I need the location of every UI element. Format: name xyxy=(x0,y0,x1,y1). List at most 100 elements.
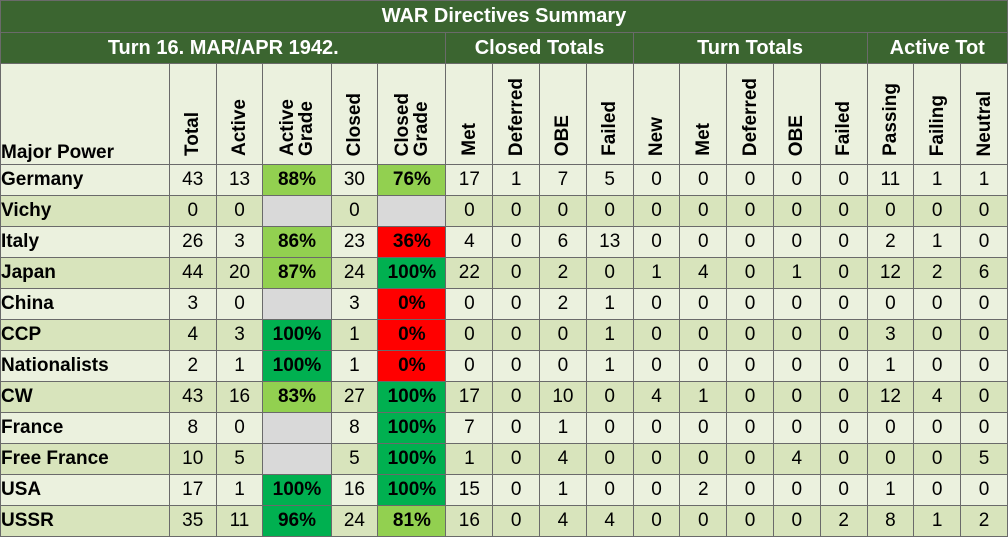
ct-met-cell: 22 xyxy=(445,257,494,289)
column-header-active-failing: Failing xyxy=(913,63,962,165)
table-row: CCP 4 3 100% 1 0% 0 0 0 1 0 0 0 0 0 3 0 0 xyxy=(0,319,1008,351)
tt-deferred-cell: 0 xyxy=(726,412,774,444)
closed-grade-cell: 0% xyxy=(377,350,447,382)
major-power-cell: China xyxy=(0,288,170,320)
tt-new-cell: 0 xyxy=(632,350,681,382)
ct-deferred-cell: 1 xyxy=(492,164,541,196)
ct-deferred-cell: 0 xyxy=(492,319,541,351)
closed-grade-cell: 100% xyxy=(377,381,447,413)
ct-deferred-cell: 0 xyxy=(492,226,541,258)
table-row: Free France 10 5 5 100% 1 0 4 0 0 0 0 4 0 0 0 5 xyxy=(0,443,1008,475)
tt-met-cell: 0 xyxy=(679,505,728,537)
total-cell: 43 xyxy=(168,381,217,413)
column-header-active-failing-label: Failing xyxy=(926,94,948,156)
closed-cell: 8 xyxy=(330,412,379,444)
table-row: Vichy 0 0 0 0 0 0 0 0 0 0 0 0 0 0 0 xyxy=(0,195,1008,227)
total-cell: 26 xyxy=(168,226,217,258)
at-failing-cell: 2 xyxy=(913,257,962,289)
tt-obe-cell: 0 xyxy=(772,288,821,320)
column-header-closed: Closed xyxy=(330,63,379,165)
tt-deferred-cell: 0 xyxy=(726,350,774,382)
column-header-turn-deferred-label: Deferred xyxy=(739,77,761,156)
tt-obe-cell: 0 xyxy=(772,381,821,413)
tt-new-cell: 0 xyxy=(632,319,681,351)
at-passing-cell: 1 xyxy=(866,474,915,506)
closed-cell: 23 xyxy=(330,226,379,258)
column-header-closed-failed: Failed xyxy=(585,63,634,165)
ct-met-cell: 4 xyxy=(445,226,494,258)
column-header-turn-met-label: Met xyxy=(692,123,714,156)
column-header-closed-met: Met xyxy=(445,63,494,165)
active-cell: 1 xyxy=(215,350,264,382)
at-neutral-cell: 6 xyxy=(960,257,1008,289)
at-neutral-cell: 0 xyxy=(960,412,1008,444)
tt-deferred-cell: 0 xyxy=(726,288,774,320)
column-header-active-grade-label: Active Grade xyxy=(276,98,317,156)
total-cell: 2 xyxy=(168,350,217,382)
tt-deferred-cell: 0 xyxy=(726,443,774,475)
total-cell: 17 xyxy=(168,474,217,506)
active-tot-header: Active Tot xyxy=(866,32,1008,64)
active-grade-cell: 100% xyxy=(262,319,332,351)
active-cell: 1 xyxy=(215,474,264,506)
ct-failed-cell: 4 xyxy=(585,505,634,537)
column-header-closed-grade: Closed Grade xyxy=(377,63,447,165)
at-failing-cell: 0 xyxy=(913,443,962,475)
column-header-active-neutral: Neutral xyxy=(960,63,1008,165)
ct-failed-cell: 13 xyxy=(585,226,634,258)
at-neutral-cell: 0 xyxy=(960,350,1008,382)
tt-new-cell: 0 xyxy=(632,412,681,444)
ct-obe-cell: 10 xyxy=(539,381,587,413)
active-grade-cell: 100% xyxy=(262,474,332,506)
tt-new-cell: 0 xyxy=(632,443,681,475)
ct-deferred-cell: 0 xyxy=(492,505,541,537)
column-header-closed-obe: OBE xyxy=(539,63,587,165)
at-failing-cell: 0 xyxy=(913,412,962,444)
active-grade-cell: 87% xyxy=(262,257,332,289)
column-header-turn-obe-label: OBE xyxy=(786,114,808,156)
table-row: CW 43 16 83% 27 100% 17 0 10 0 4 1 0 0 0 12 4 0 xyxy=(0,381,1008,413)
column-header-turn-failed: Failed xyxy=(819,63,868,165)
table-row: Italy 26 3 86% 23 36% 4 0 6 13 0 0 0 0 0 2 1 0 xyxy=(0,226,1008,258)
closed-cell: 24 xyxy=(330,257,379,289)
ct-obe-cell: 7 xyxy=(539,164,587,196)
ct-met-cell: 15 xyxy=(445,474,494,506)
at-passing-cell: 0 xyxy=(866,412,915,444)
table-row: Germany 43 13 88% 30 76% 17 1 7 5 0 0 0 0 0 11 1 1 xyxy=(0,164,1008,196)
table-row: France 8 0 8 100% 7 0 1 0 0 0 0 0 0 0 0 0 xyxy=(0,412,1008,444)
tt-met-cell: 0 xyxy=(679,412,728,444)
tt-new-cell: 4 xyxy=(632,381,681,413)
at-passing-cell: 0 xyxy=(866,195,915,227)
column-header-closed-label: Closed xyxy=(343,92,365,156)
column-header-turn-new-label: New xyxy=(645,116,667,156)
ct-deferred-cell: 0 xyxy=(492,257,541,289)
active-cell: 16 xyxy=(215,381,264,413)
total-cell: 8 xyxy=(168,412,217,444)
power-rows: Germany 43 13 88% 30 76% 17 1 7 5 0 0 0 0 0 11 1 1 Vichy 0 0… xyxy=(0,164,1008,537)
at-failing-cell: 1 xyxy=(913,505,962,537)
ct-obe-cell: 1 xyxy=(539,412,587,444)
column-header-active-label: Active xyxy=(229,98,251,156)
tt-new-cell: 0 xyxy=(632,195,681,227)
at-neutral-cell: 0 xyxy=(960,381,1008,413)
ct-deferred-cell: 0 xyxy=(492,288,541,320)
table-row: Nationalists 2 1 100% 1 0% 0 0 0 1 0 0 0 0 0 1 0 0 xyxy=(0,350,1008,382)
closed-grade-cell: 76% xyxy=(377,164,447,196)
active-grade-cell: 88% xyxy=(262,164,332,196)
tt-met-cell: 0 xyxy=(679,443,728,475)
column-header-turn-failed-label: Failed xyxy=(833,101,855,156)
active-cell: 0 xyxy=(215,195,264,227)
tt-failed-cell: 0 xyxy=(819,257,868,289)
ct-deferred-cell: 0 xyxy=(492,412,541,444)
ct-obe-cell: 0 xyxy=(539,350,587,382)
tt-new-cell: 0 xyxy=(632,474,681,506)
column-header-turn-deferred: Deferred xyxy=(726,63,774,165)
major-power-cell: Japan xyxy=(0,257,170,289)
column-header-active-passing: Passing xyxy=(866,63,915,165)
active-cell: 13 xyxy=(215,164,264,196)
ct-obe-cell: 1 xyxy=(539,474,587,506)
at-passing-cell: 11 xyxy=(866,164,915,196)
ct-met-cell: 0 xyxy=(445,288,494,320)
tt-failed-cell: 0 xyxy=(819,381,868,413)
ct-met-cell: 0 xyxy=(445,319,494,351)
